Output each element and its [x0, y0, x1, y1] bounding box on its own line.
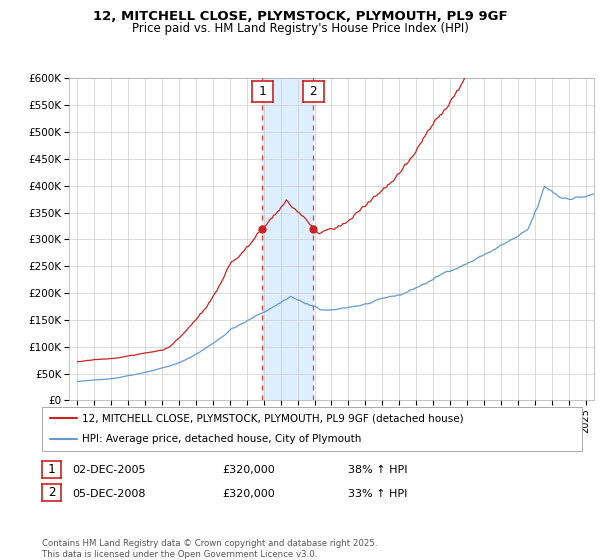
Bar: [262, 78, 313, 400]
Text: 1: 1: [259, 85, 266, 99]
Text: 12, MITCHELL CLOSE, PLYMSTOCK, PLYMOUTH, PL9 9GF: 12, MITCHELL CLOSE, PLYMSTOCK, PLYMOUTH,…: [92, 10, 508, 23]
Text: 12, MITCHELL CLOSE, PLYMSTOCK, PLYMOUTH, PL9 9GF (detached house): 12, MITCHELL CLOSE, PLYMSTOCK, PLYMOUTH,…: [83, 413, 464, 423]
Text: 1: 1: [48, 463, 55, 476]
Text: 2: 2: [48, 486, 55, 500]
Text: 33% ↑ HPI: 33% ↑ HPI: [348, 489, 407, 499]
Text: HPI: Average price, detached house, City of Plymouth: HPI: Average price, detached house, City…: [83, 435, 362, 445]
Text: 38% ↑ HPI: 38% ↑ HPI: [348, 465, 407, 475]
Text: £320,000: £320,000: [222, 465, 275, 475]
Text: 05-DEC-2008: 05-DEC-2008: [72, 489, 146, 499]
Text: £320,000: £320,000: [222, 489, 275, 499]
Text: Price paid vs. HM Land Registry's House Price Index (HPI): Price paid vs. HM Land Registry's House …: [131, 22, 469, 35]
Text: Contains HM Land Registry data © Crown copyright and database right 2025.
This d: Contains HM Land Registry data © Crown c…: [42, 539, 377, 559]
Text: 02-DEC-2005: 02-DEC-2005: [72, 465, 146, 475]
Text: 2: 2: [310, 85, 317, 99]
